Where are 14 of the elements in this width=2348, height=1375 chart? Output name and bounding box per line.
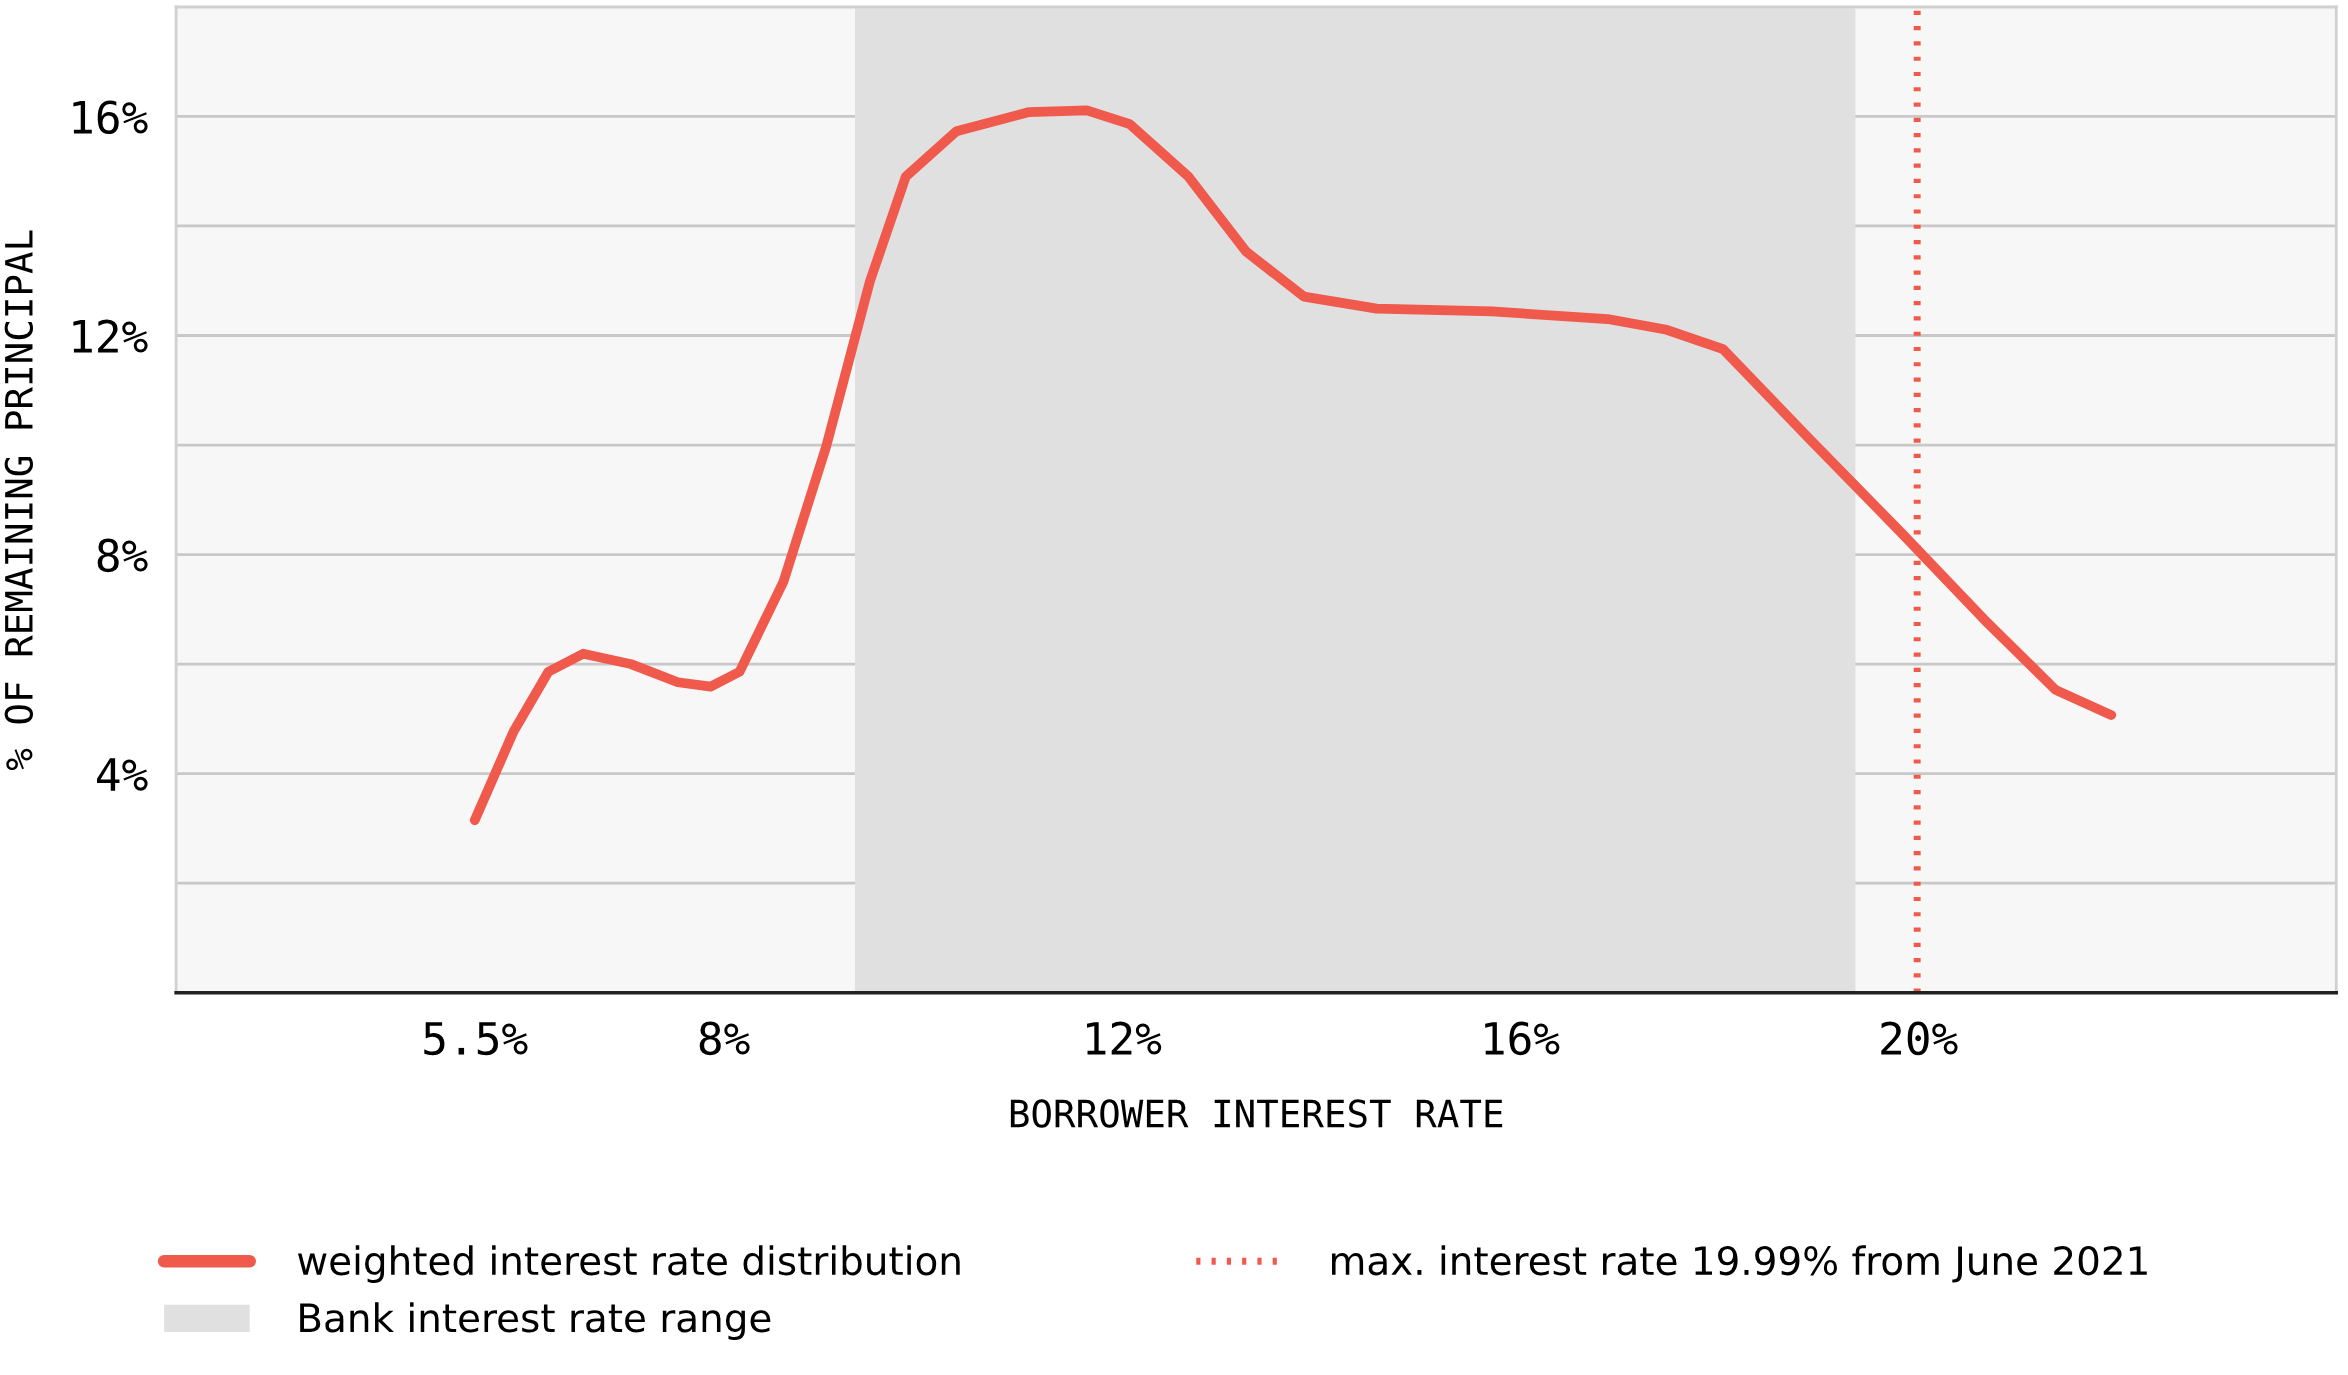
x-tick-label: 20% [1881,1021,1958,1056]
x-tick-label: 8% [699,1021,750,1056]
x-tick-label: 16% [1485,1021,1560,1056]
y-tick-label: 8% [97,538,148,573]
y-tick-label: 4% [97,758,148,791]
legend-label: Bank interest rate range [300,1302,771,1340]
legend-label: weighted interest rate distribution [298,1245,960,1283]
y-tick-label: 16% [73,100,148,135]
x-tick-label: 12% [1087,1021,1162,1055]
y-tick-label: 12% [73,319,148,353]
x-tick-label: 5.5% [424,1022,528,1056]
y-axis-title: % OF REMAINING PRINCIPAL [4,230,34,771]
legend-label: max. interest rate 19.99% from June 2021 [1332,1245,2147,1283]
x-axis-title: BORROWER INTEREST RATE [1010,1099,1503,1128]
